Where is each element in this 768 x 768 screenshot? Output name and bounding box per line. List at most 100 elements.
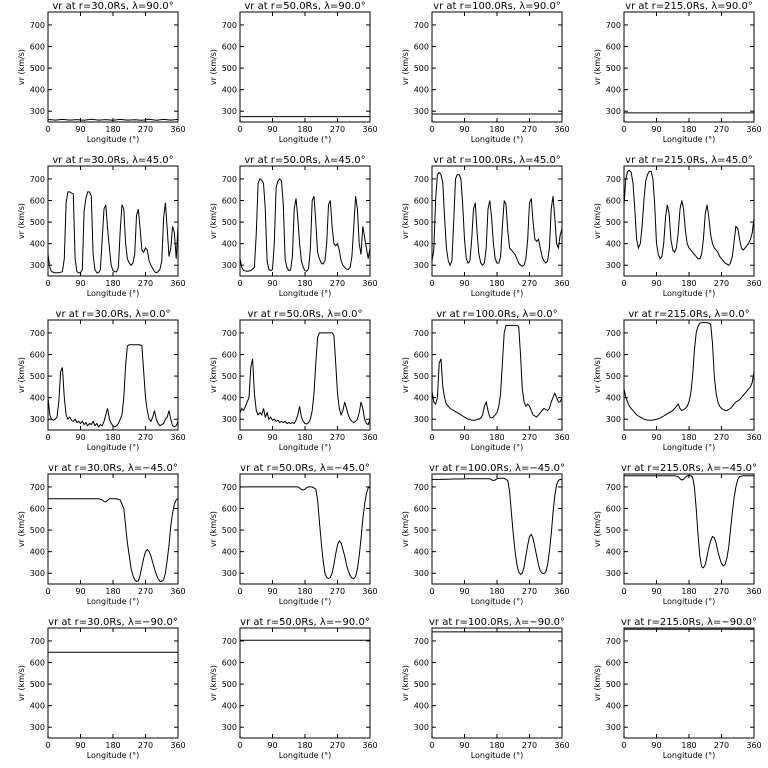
x-tick-label: 90 [267, 433, 277, 442]
subplot-title: vr at r=30.0Rs, λ=−45.0° [48, 463, 178, 474]
y-tick-label: 500 [414, 526, 429, 535]
subplot-title: vr at r=100.0Rs, λ=−90.0° [429, 617, 565, 628]
subplot-2-4: vr at r=215.0Rs, λ=45.0° 0 90 180 270 360 300 4… [593, 155, 762, 298]
series-line [431, 324, 563, 421]
y-tick-label: 500 [414, 218, 429, 227]
y-tick-label: 300 [222, 569, 237, 578]
y-axis-label: vr (km/s) [593, 511, 602, 547]
subplot-4-1: vr at r=30.0Rs, λ=−45.0° 0 90 180 270 360 300 4… [17, 463, 186, 606]
subplot-title: vr at r=100.0Rs, λ=90.0° [433, 1, 561, 12]
plot-frame [239, 165, 371, 277]
y-axis-label: vr (km/s) [17, 665, 26, 701]
x-tick-label: 0 [45, 741, 50, 750]
x-tick-label: 270 [138, 433, 153, 442]
subplot-3-1: vr at r=30.0Rs, λ=0.0° 0 90 180 270 360 300 400… [17, 309, 186, 452]
plot-frame [623, 165, 755, 277]
x-tick-label: 90 [267, 741, 277, 750]
x-tick-label: 270 [138, 587, 153, 596]
y-tick-label: 700 [606, 175, 621, 184]
x-tick-label: 0 [45, 433, 50, 442]
y-tick-label: 500 [606, 526, 621, 535]
x-tick-label: 90 [651, 279, 661, 288]
x-axis-label: Longitude (°) [471, 751, 524, 760]
x-tick-label: 180 [105, 433, 120, 442]
series-line [47, 191, 179, 274]
x-tick-label: 0 [429, 433, 434, 442]
y-axis-label: vr (km/s) [17, 511, 26, 547]
plot-frame [239, 627, 371, 739]
x-tick-label: 360 [554, 741, 569, 750]
y-tick-label: 700 [414, 21, 429, 30]
x-tick-label: 270 [522, 587, 537, 596]
y-tick-label: 600 [606, 43, 621, 52]
x-tick-label: 270 [714, 741, 729, 750]
x-tick-label: 180 [681, 741, 696, 750]
x-axis-label: Longitude (°) [87, 751, 140, 760]
subplot-title: vr at r=215.0Rs, λ=45.0° [625, 155, 753, 166]
x-tick-label: 270 [330, 433, 345, 442]
subplot-5-1: vr at r=30.0Rs, λ=−90.0° 0 90 180 270 360 300 4… [17, 617, 186, 760]
y-tick-label: 500 [606, 372, 621, 381]
subplot-1-4: vr at r=215.0Rs, λ=90.0° 0 90 180 270 360 300 4… [593, 1, 762, 144]
x-tick-label: 270 [138, 125, 153, 134]
y-tick-label: 400 [222, 86, 237, 95]
x-tick-label: 90 [651, 587, 661, 596]
x-tick-label: 360 [362, 741, 377, 750]
y-tick-label: 600 [606, 351, 621, 360]
x-axis-label: Longitude (°) [471, 289, 524, 298]
y-tick-label: 600 [30, 505, 45, 514]
y-tick-label: 700 [414, 637, 429, 646]
y-tick-label: 400 [606, 86, 621, 95]
x-tick-label: 90 [75, 125, 85, 134]
subplot-title: vr at r=50.0Rs, λ=−45.0° [240, 463, 370, 474]
y-tick-label: 400 [414, 86, 429, 95]
y-tick-label: 700 [30, 329, 45, 338]
x-tick-label: 0 [45, 279, 50, 288]
x-tick-label: 360 [554, 433, 569, 442]
x-tick-label: 90 [75, 587, 85, 596]
subplot-title: vr at r=50.0Rs, λ=0.0° [248, 309, 363, 320]
x-axis-label: Longitude (°) [279, 289, 332, 298]
x-tick-label: 180 [489, 125, 504, 134]
subplot-4-4: vr at r=215.0Rs, λ=−45.0° 0 90 180 270 360 300… [593, 463, 762, 606]
y-tick-label: 500 [30, 526, 45, 535]
subplot-4-2: vr at r=50.0Rs, λ=−45.0° 0 90 180 270 360 300 4… [209, 463, 378, 606]
y-tick-label: 300 [606, 107, 621, 116]
x-tick-label: 0 [237, 741, 242, 750]
y-axis-label: vr (km/s) [209, 203, 218, 239]
plot-frame [623, 627, 755, 739]
y-axis-label: vr (km/s) [209, 357, 218, 393]
x-tick-label: 180 [105, 741, 120, 750]
y-tick-label: 300 [30, 723, 45, 732]
y-axis-label: vr (km/s) [401, 357, 410, 393]
series-line [432, 477, 562, 575]
y-tick-label: 400 [606, 548, 621, 557]
x-tick-label: 360 [170, 587, 185, 596]
x-tick-label: 90 [267, 587, 277, 596]
y-axis-label: vr (km/s) [401, 511, 410, 547]
y-axis-label: vr (km/s) [593, 357, 602, 393]
series-line [48, 498, 179, 582]
subplot-title: vr at r=100.0Rs, λ=0.0° [436, 309, 557, 320]
x-tick-label: 90 [75, 741, 85, 750]
y-tick-label: 300 [222, 107, 237, 116]
y-tick-label: 400 [414, 702, 429, 711]
y-tick-label: 400 [30, 240, 45, 249]
y-axis-label: vr (km/s) [593, 665, 602, 701]
y-tick-label: 300 [606, 261, 621, 270]
subplot-2-2: vr at r=50.0Rs, λ=45.0° 0 90 180 270 360 300 40… [209, 155, 378, 298]
x-tick-label: 360 [170, 433, 185, 442]
y-tick-label: 600 [414, 505, 429, 514]
y-tick-label: 300 [30, 107, 45, 116]
subplot-3-3: vr at r=100.0Rs, λ=0.0° 0 90 180 270 360 300 40… [401, 309, 570, 452]
x-tick-label: 270 [138, 279, 153, 288]
x-tick-label: 360 [554, 279, 569, 288]
x-tick-label: 360 [554, 125, 569, 134]
x-tick-label: 180 [297, 433, 312, 442]
y-tick-label: 300 [414, 107, 429, 116]
y-axis-label: vr (km/s) [17, 49, 26, 85]
x-axis-label: Longitude (°) [279, 443, 332, 452]
x-tick-label: 180 [297, 125, 312, 134]
x-tick-label: 0 [429, 125, 434, 134]
